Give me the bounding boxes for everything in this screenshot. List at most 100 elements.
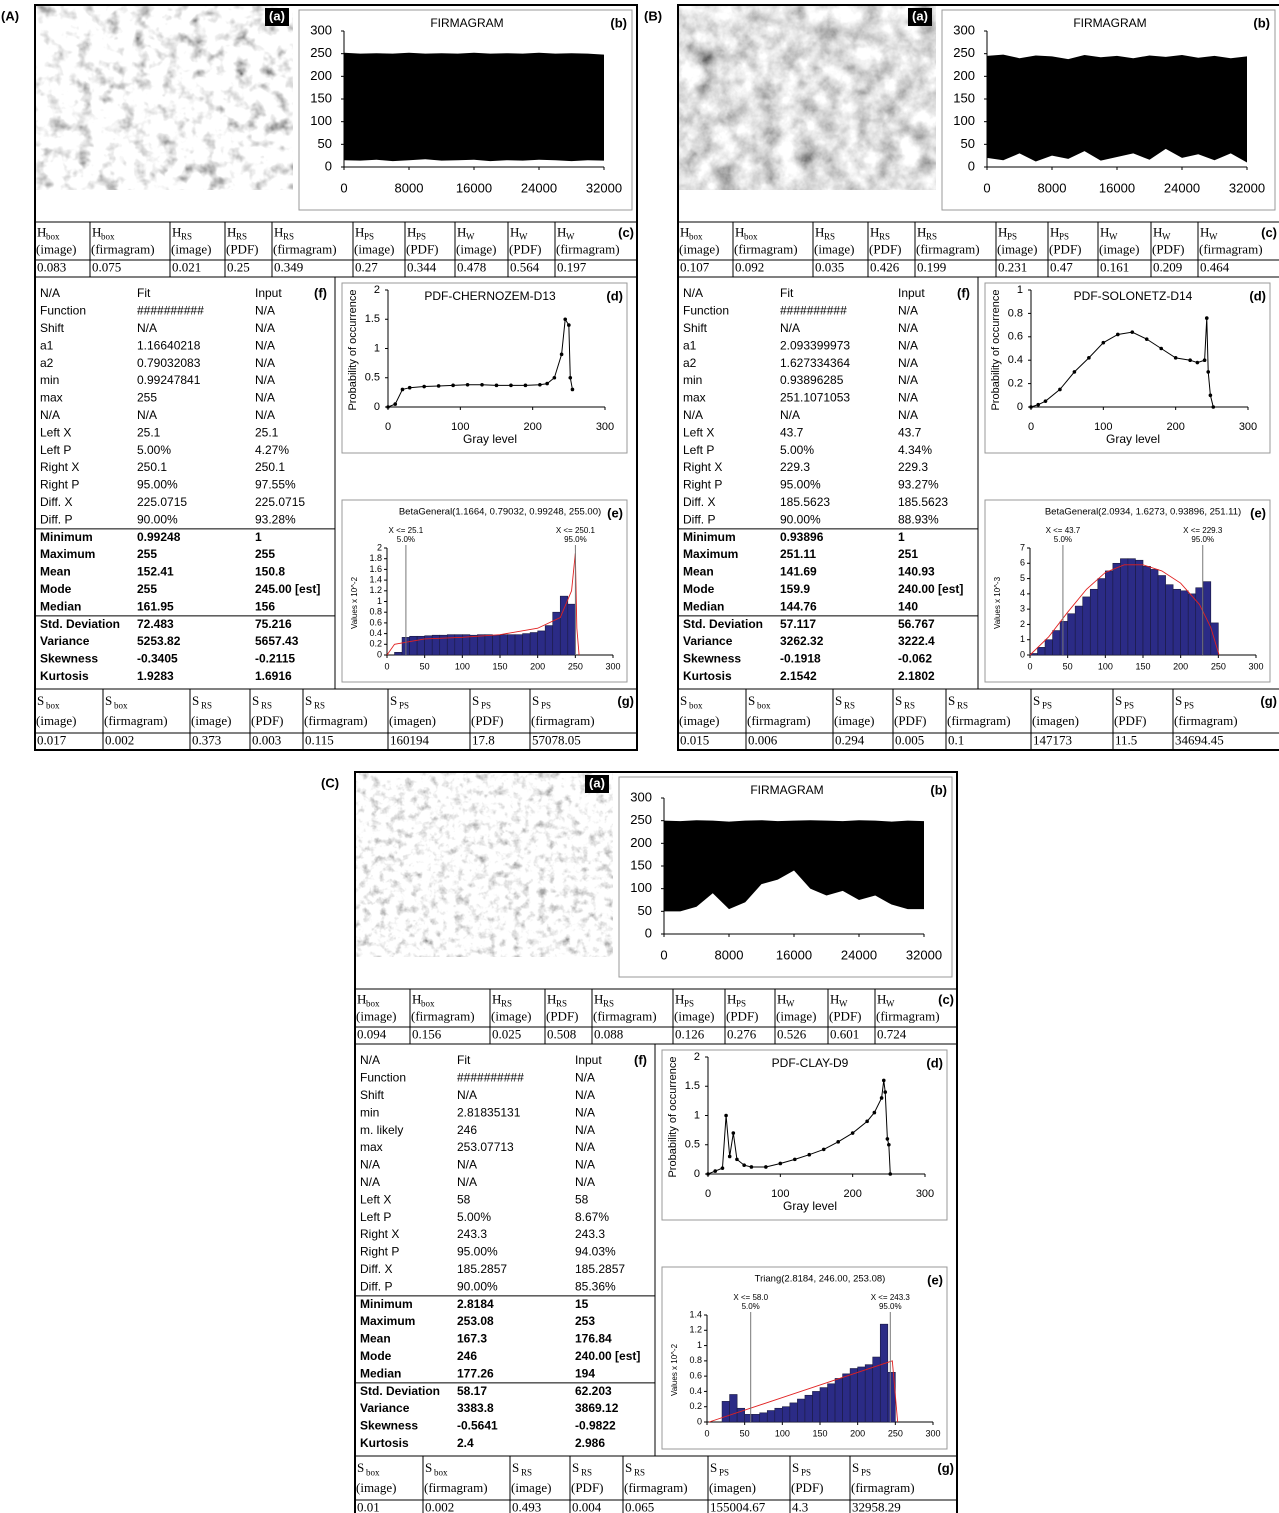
x-tick-label: 8000 [1038,180,1067,195]
table-cell: max [40,391,63,405]
table-value: 0.088 [594,1026,623,1041]
column-note: (PDF) [1152,241,1185,256]
histogram-bar [1090,589,1098,655]
column-subscript: PS [719,1467,729,1477]
y-tick-label: 0.4 [369,628,382,638]
column-symbol: H [172,224,181,239]
table-value: 0.005 [895,732,924,747]
table-cell: Std. Deviation [360,1384,440,1398]
histogram-bar [508,635,516,655]
column-subscript: PS [684,998,694,1008]
table-cell: Diff. X [683,495,715,509]
table-cell: 88.93% [898,512,939,526]
column-subscript: box [757,700,771,710]
y-tick-label: 2 [374,284,380,296]
pdf-point [779,1162,783,1166]
histogram-bar [722,1401,730,1422]
marker-percent: 5.0% [742,1302,760,1311]
table-cell: Minimum [40,530,93,544]
table-cell: N/A [780,408,800,422]
table-cell: N/A [255,391,275,405]
table-cell: Skewness [683,652,741,666]
table-cell: N/A [780,321,800,335]
y-tick-label: 1.5 [365,313,380,325]
table-cell: 255 [137,582,157,596]
x-tick-label: 0 [983,180,990,195]
histogram-bar [477,635,485,655]
table-cell: 5657.43 [255,634,299,648]
table-cell: 246 [457,1123,477,1137]
column-symbol: S [305,693,312,708]
x-tick-label: 16000 [1099,180,1135,195]
panel-tag: (a) [269,8,285,23]
y-tick-label: 50 [638,903,652,918]
pdf-point [1073,370,1077,374]
column-note: (PDF) [894,713,927,728]
column-subscript: RS [556,998,567,1008]
histogram-bar [1075,606,1083,655]
table-header: N/A [360,1053,380,1067]
table-value: 147173 [1033,732,1072,747]
marker-percent: 95.0% [879,1302,902,1311]
table-header: Fit [457,1053,471,1067]
table-cell: 95.00% [137,478,178,492]
table-value: 0.199 [917,259,946,274]
table-cell: 140.93 [898,565,935,579]
pdf-point [764,1165,768,1169]
histogram-bar [1053,631,1061,655]
table-cell: Diff. X [360,1262,392,1276]
table-cell: 95.00% [780,478,821,492]
y-tick-label: 200 [630,835,652,850]
table-cell: 185.2857 [457,1262,507,1276]
y-tick-label: 1.5 [685,1080,700,1092]
table-header: N/A [683,286,703,300]
panel-tag: (b) [930,782,947,797]
panel-tag: (b) [610,15,627,30]
histogram-bar [805,1395,813,1422]
table-cell: N/A [683,408,703,422]
table-value: 0.075 [92,259,121,274]
table-value: 17.8 [472,732,495,747]
table-cell: Variance [683,634,733,648]
table-value: 0.373 [192,732,221,747]
panel-tag: (d) [606,288,623,303]
x-tick-label: 0 [1027,661,1032,671]
table-cell: Mean [40,565,71,579]
table-value: 0.426 [870,259,900,274]
table-cell: 2.81835131 [457,1105,521,1119]
table-cell: Maximum [683,547,738,561]
column-subscript: RS [824,231,835,241]
table-cell: Skewness [40,652,98,666]
marker-percent: 95.0% [1191,535,1214,544]
marker-percent: 5.0% [397,535,415,544]
column-symbol: S [390,693,397,708]
table-cell: N/A [898,321,918,335]
column-symbol: H [735,224,744,239]
table-cell: 90.00% [457,1279,498,1293]
column-subscript: box [46,231,60,241]
table-value: 0.564 [510,259,540,274]
column-note: (PDF) [1114,713,1147,728]
table-cell: 167.3 [457,1332,487,1346]
histogram-bar [1196,588,1204,655]
column-symbol: S [532,693,539,708]
table-cell: Function [683,304,729,318]
x-tick-label: 250 [568,661,583,671]
pdf-point [1205,316,1209,320]
table-cell: 253.07713 [457,1140,514,1154]
table-value: 32958.29 [852,1499,901,1513]
table-cell: 5.00% [137,443,171,457]
histogram-bar [1120,559,1128,655]
table-cell: Function [360,1071,406,1085]
table-cell: Shift [683,321,708,335]
pdf-point [1159,347,1163,351]
y-tick-label: 7 [1020,542,1025,552]
table-cell: N/A [575,1158,595,1172]
histogram-bar [797,1399,805,1422]
panel-label: (A) [1,8,19,23]
column-symbol: S [512,1460,519,1475]
table-value: 0.161 [1100,259,1129,274]
pdf-point [1029,405,1033,409]
column-subscript: RS [201,700,212,710]
table-value: 0.1 [948,732,964,747]
